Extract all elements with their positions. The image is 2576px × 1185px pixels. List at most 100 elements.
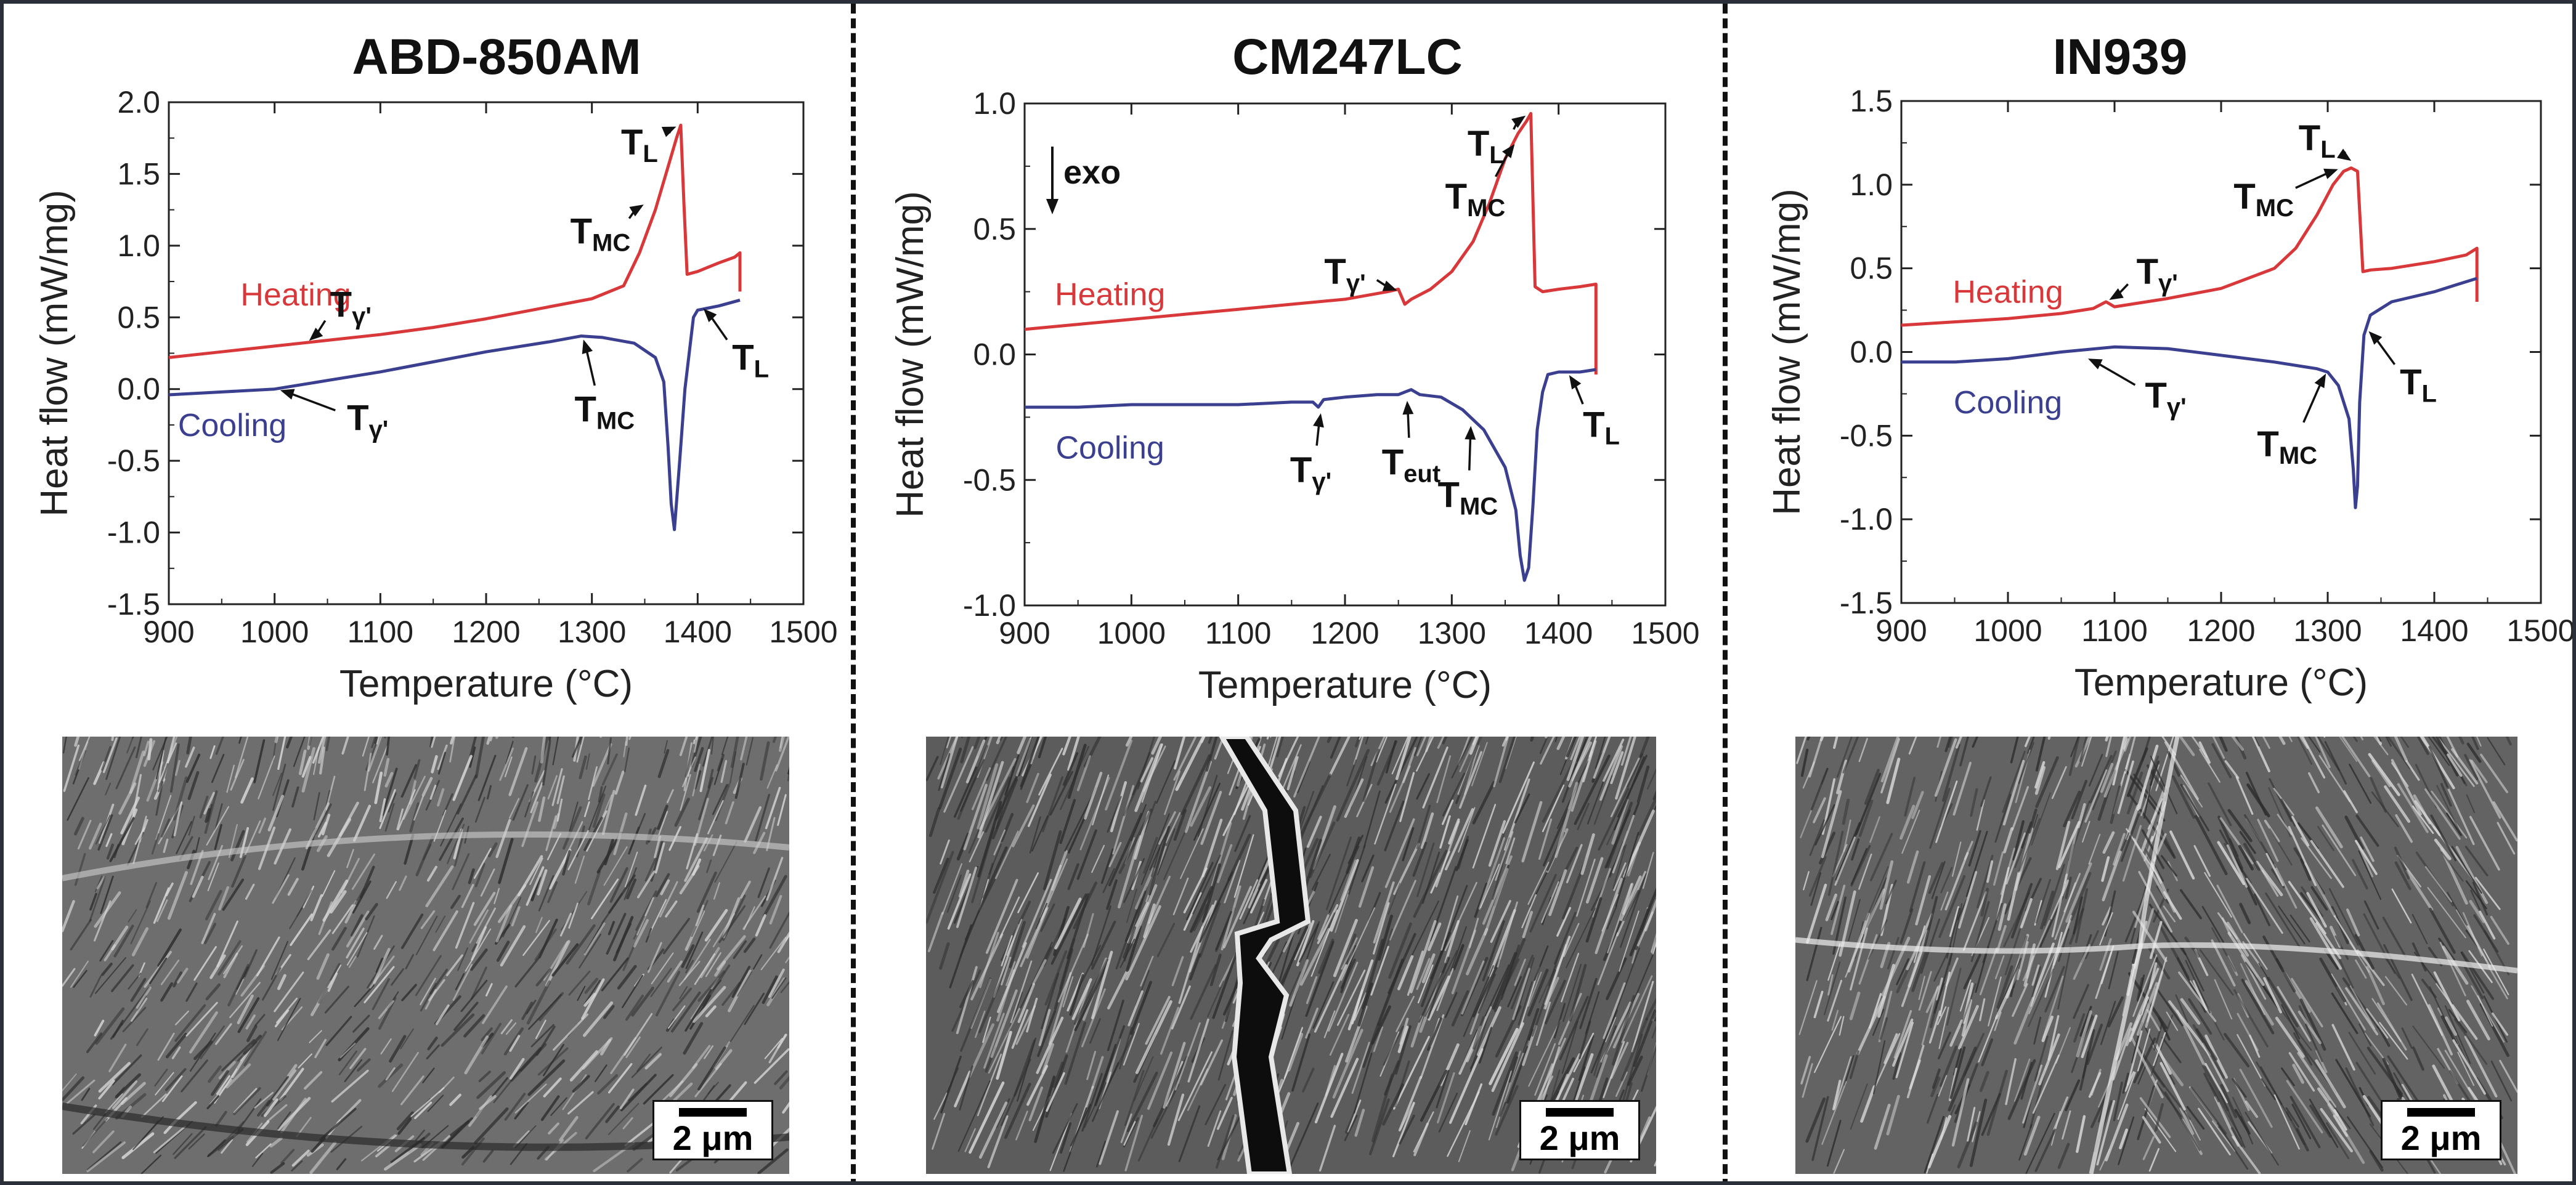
- sem-grain: [2344, 815, 2364, 850]
- sem-grain: [1836, 737, 1853, 778]
- sem-grain: [2341, 737, 2371, 777]
- sem-grain: [2112, 833, 2126, 866]
- sem-grain: [1026, 997, 1038, 1033]
- sem-grain: [2137, 1028, 2151, 1072]
- sem-grain: [2246, 878, 2283, 934]
- sem-grain: [279, 1067, 304, 1101]
- sem-grain: [2095, 952, 2113, 999]
- sem-grain: [290, 913, 313, 946]
- sem-grain: [1899, 804, 1916, 840]
- sem-grain: [601, 957, 629, 992]
- panel-in939: IN939 900 1000 1100 1200 1300 1400 1500 -1.5 -1.…: [1723, 4, 2572, 1181]
- sem-grain: [1105, 739, 1133, 811]
- sem-grain: [1596, 1025, 1617, 1078]
- sem-grain: [2117, 1072, 2136, 1120]
- sem-grain: [399, 875, 407, 891]
- sem-grain: [322, 870, 336, 897]
- sem-grain: [373, 947, 391, 984]
- sem-grain: [692, 985, 726, 1023]
- sem-grain: [619, 1088, 635, 1110]
- sem-grain: [585, 1102, 615, 1139]
- sem-grain: [1627, 1055, 1643, 1086]
- sem-grain: [755, 914, 766, 937]
- sem-grain: [1422, 746, 1448, 809]
- sem-grain: [1448, 1048, 1484, 1124]
- sem-grain: [410, 1087, 445, 1117]
- sem-grain: [1539, 737, 1549, 754]
- sem-grain: [165, 882, 174, 897]
- sem-grain: [737, 971, 752, 997]
- sem-grain: [631, 1046, 662, 1078]
- sem-grain: [694, 770, 702, 790]
- sem-grain: [2204, 1062, 2229, 1104]
- sem-grain: [2232, 1078, 2247, 1098]
- sem-grain: [2288, 1052, 2315, 1092]
- sem-grain: [624, 1013, 653, 1056]
- sem-micrograph: 2 μm: [926, 737, 1656, 1174]
- sem-grain: [1821, 790, 1842, 859]
- sem-grain: [62, 900, 75, 932]
- sem-grain: [1569, 964, 1587, 1022]
- sem-grain: [1994, 1011, 2002, 1032]
- sem-grain: [1344, 933, 1357, 965]
- sem-grain: [1880, 737, 1899, 783]
- sem-grain: [1590, 1009, 1618, 1074]
- sem-grain: [1427, 922, 1442, 952]
- sem-grain: [1153, 1056, 1189, 1128]
- sem-grain: [933, 1093, 948, 1120]
- sem-grain: [348, 956, 357, 968]
- sem-grain: [1626, 753, 1643, 788]
- sem-grain: [2429, 907, 2456, 954]
- sem-grain: [192, 875, 204, 898]
- sem-grain: [1451, 737, 1473, 779]
- sem-grain: [373, 934, 383, 950]
- sem-grain: [2212, 737, 2225, 759]
- sem-grain: [585, 753, 590, 770]
- sem-grain: [1507, 976, 1522, 1008]
- sem-grain: [2148, 1148, 2160, 1172]
- sem-grain: [391, 968, 404, 986]
- sem-grain: [452, 963, 473, 1001]
- sem-grain: [2012, 820, 2025, 861]
- sem-grain: [996, 737, 1002, 745]
- sem-grain: [1435, 820, 1460, 888]
- sem-grain: [1796, 737, 1807, 764]
- sem-grain: [152, 737, 168, 770]
- sem-grain: [655, 873, 670, 897]
- sem-grain: [977, 801, 1002, 878]
- sem-grain: [1328, 846, 1360, 913]
- sem-grain: [205, 983, 221, 1001]
- sem-grain: [2308, 772, 2320, 793]
- sem-grain: [2122, 1072, 2129, 1094]
- sem-grain: [995, 766, 1015, 830]
- sem-grain: [2154, 985, 2184, 1027]
- sem-grain: [985, 737, 1008, 781]
- sem-grain: [679, 865, 700, 895]
- sem-grain: [1571, 1053, 1594, 1110]
- sem-grain: [2132, 954, 2158, 1017]
- sem-grain: [122, 1006, 147, 1032]
- sem-grain: [712, 784, 728, 815]
- sem-grain: [2368, 753, 2400, 796]
- sem-grain: [120, 1082, 146, 1106]
- scale-bar-label: 2 μm: [1539, 1118, 1620, 1157]
- sem-grain: [1827, 830, 1844, 896]
- sem-grain: [1981, 1093, 2001, 1136]
- sem-grain: [1606, 905, 1618, 930]
- sem-grain: [429, 968, 449, 995]
- sem-grain: [465, 928, 492, 972]
- sem-grain: [2076, 1115, 2086, 1153]
- sem-grain: [2099, 938, 2112, 971]
- sem-grain: [1930, 1076, 1941, 1098]
- sem-grain: [731, 966, 751, 998]
- sem-grain: [588, 766, 598, 801]
- sem-grain: [205, 889, 222, 921]
- sem-grain: [2029, 942, 2055, 1007]
- sem-grain: [655, 971, 681, 1017]
- sem-grain: [486, 737, 492, 745]
- sem-grain: [2359, 1023, 2372, 1046]
- sem-grain: [2440, 1015, 2458, 1045]
- sem-grain: [339, 1043, 356, 1059]
- sem-grain: [2477, 995, 2493, 1027]
